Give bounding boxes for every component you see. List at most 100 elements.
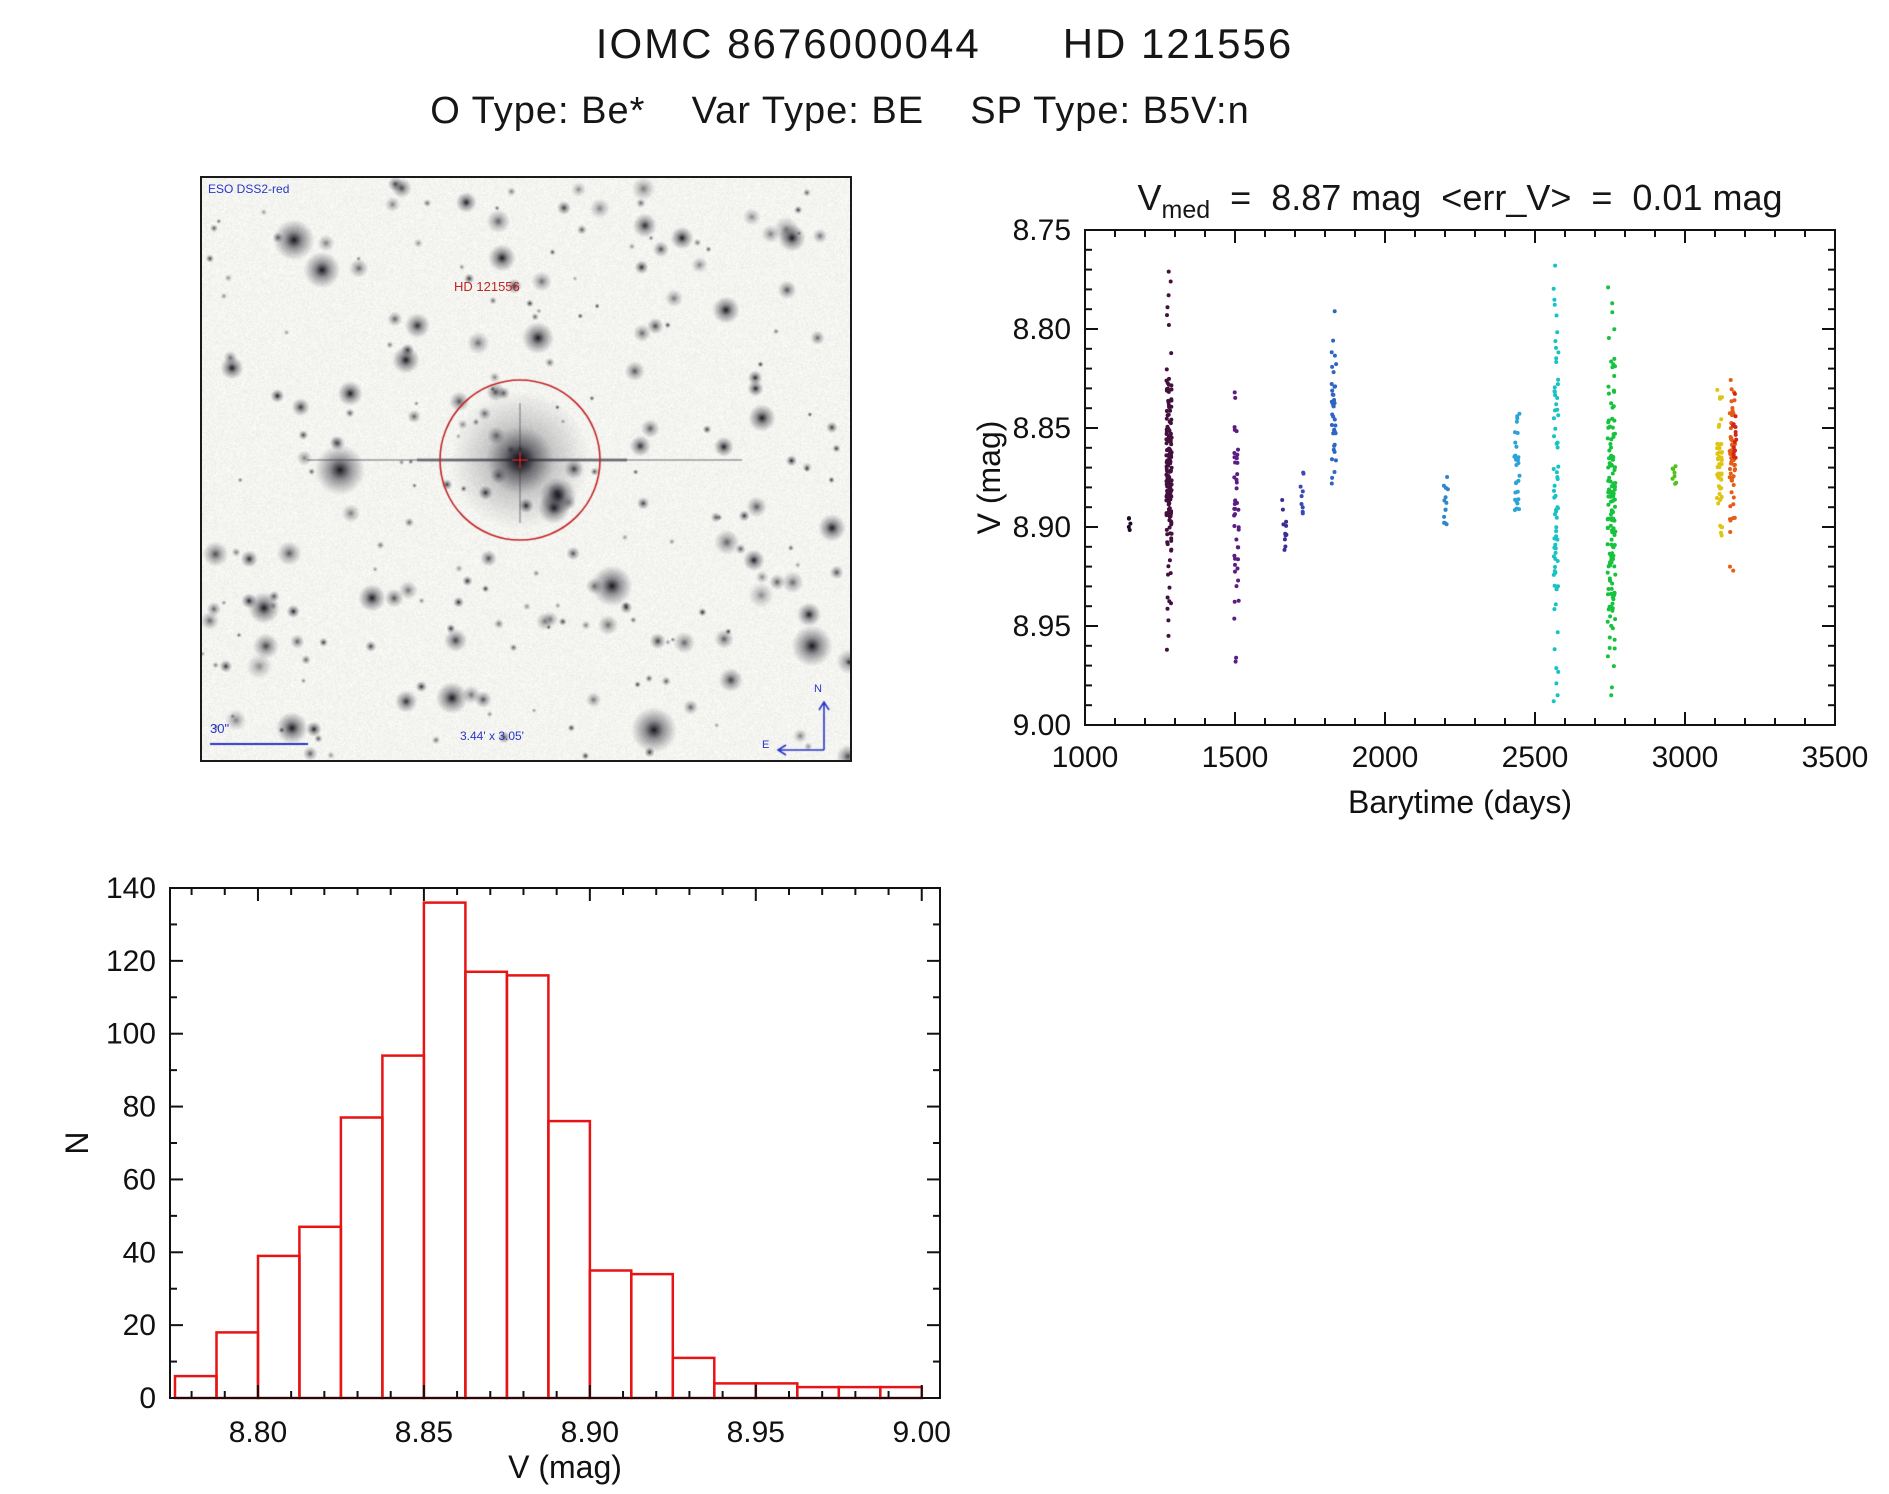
data-point bbox=[1235, 452, 1240, 457]
data-point bbox=[1554, 681, 1559, 686]
data-point bbox=[1608, 479, 1613, 484]
y-tick-label: 40 bbox=[123, 1236, 156, 1269]
data-point bbox=[1555, 537, 1560, 542]
data-point bbox=[1168, 279, 1173, 284]
data-point bbox=[1717, 445, 1722, 450]
data-point bbox=[1605, 619, 1610, 624]
data-point bbox=[1609, 509, 1614, 514]
data-point bbox=[1555, 330, 1560, 335]
data-point bbox=[1605, 436, 1610, 441]
data-point bbox=[1728, 467, 1732, 471]
data-point bbox=[1719, 486, 1724, 491]
data-point bbox=[1613, 572, 1618, 577]
data-point bbox=[1554, 529, 1559, 534]
data-point bbox=[1555, 559, 1560, 563]
data-point bbox=[1719, 417, 1724, 422]
data-point bbox=[1720, 395, 1724, 400]
data-point bbox=[1167, 447, 1172, 452]
histogram-bar bbox=[256, 1254, 301, 1400]
data-point bbox=[1234, 486, 1239, 491]
data-point bbox=[1236, 557, 1240, 562]
data-point bbox=[1606, 587, 1611, 591]
data-point bbox=[1330, 457, 1334, 462]
data-point bbox=[1167, 525, 1172, 530]
data-point bbox=[1556, 506, 1560, 511]
data-point bbox=[1731, 502, 1736, 507]
data-point bbox=[1607, 475, 1612, 480]
data-point bbox=[1443, 507, 1448, 512]
data-point bbox=[1235, 472, 1240, 477]
x-tick-label: 8.80 bbox=[229, 1416, 287, 1449]
data-point bbox=[1166, 269, 1171, 274]
data-point bbox=[1728, 517, 1732, 522]
data-point bbox=[1513, 440, 1518, 445]
data-point bbox=[1611, 404, 1616, 409]
data-point bbox=[1609, 537, 1614, 542]
data-point bbox=[1330, 364, 1335, 369]
data-point bbox=[1715, 441, 1720, 446]
data-point bbox=[1555, 630, 1560, 635]
data-point bbox=[1555, 382, 1560, 387]
scatter-title: Vmed = 8.87 mag <err_V> = 0.01 mag bbox=[1138, 177, 1783, 224]
data-point bbox=[1332, 443, 1337, 448]
data-point bbox=[1167, 558, 1172, 563]
data-point bbox=[1719, 494, 1724, 499]
data-point bbox=[1165, 460, 1170, 465]
x-tick-label: 3500 bbox=[1802, 741, 1869, 774]
data-point bbox=[1554, 587, 1559, 592]
data-point bbox=[1165, 473, 1170, 478]
data-point bbox=[1283, 531, 1288, 536]
data-point bbox=[1329, 423, 1334, 427]
data-point bbox=[1165, 488, 1170, 493]
data-point bbox=[1610, 581, 1615, 586]
histogram-bar bbox=[630, 1272, 675, 1400]
data-point bbox=[1233, 512, 1237, 517]
data-point bbox=[1169, 387, 1174, 392]
data-point bbox=[1611, 664, 1616, 669]
data-point bbox=[1733, 455, 1738, 460]
x-tick-label: 9.00 bbox=[893, 1416, 951, 1449]
data-point bbox=[1728, 530, 1733, 534]
data-point bbox=[1556, 350, 1561, 355]
histogram-bar bbox=[422, 901, 467, 1400]
scatter-ylabel: V (mag) bbox=[971, 421, 1007, 535]
data-point bbox=[1554, 515, 1559, 520]
data-point bbox=[1610, 425, 1615, 430]
data-point bbox=[1166, 463, 1171, 468]
data-point bbox=[1552, 385, 1557, 390]
data-point bbox=[1605, 570, 1610, 575]
histogram-bar bbox=[505, 974, 550, 1400]
data-point bbox=[1732, 398, 1737, 403]
data-point bbox=[1333, 423, 1338, 428]
data-point bbox=[1606, 285, 1611, 290]
data-point bbox=[1552, 545, 1557, 550]
scatter-xlabel: Barytime (days) bbox=[1348, 784, 1572, 820]
data-point bbox=[1169, 522, 1174, 527]
data-point bbox=[1169, 435, 1174, 440]
data-point bbox=[1169, 397, 1174, 402]
data-point bbox=[1729, 490, 1734, 495]
data-point bbox=[1551, 554, 1556, 559]
data-point bbox=[1284, 519, 1289, 524]
data-point bbox=[1167, 585, 1172, 590]
data-point bbox=[1610, 455, 1615, 460]
data-point bbox=[1605, 654, 1610, 659]
data-point bbox=[1236, 527, 1241, 532]
data-point bbox=[1611, 434, 1616, 439]
data-point bbox=[1612, 327, 1617, 332]
data-point bbox=[1605, 525, 1610, 530]
data-point bbox=[1553, 565, 1557, 569]
data-point bbox=[1232, 427, 1237, 432]
data-point bbox=[1610, 499, 1615, 503]
data-point bbox=[1232, 553, 1237, 558]
data-point bbox=[1165, 313, 1169, 318]
data-point bbox=[1284, 523, 1289, 528]
data-point bbox=[1716, 475, 1721, 480]
data-point bbox=[1236, 447, 1240, 452]
data-point bbox=[1609, 623, 1614, 628]
data-point bbox=[1552, 495, 1557, 500]
data-point bbox=[1611, 544, 1615, 549]
data-point bbox=[1169, 519, 1173, 524]
data-point bbox=[1331, 370, 1336, 375]
data-point bbox=[1167, 599, 1172, 604]
